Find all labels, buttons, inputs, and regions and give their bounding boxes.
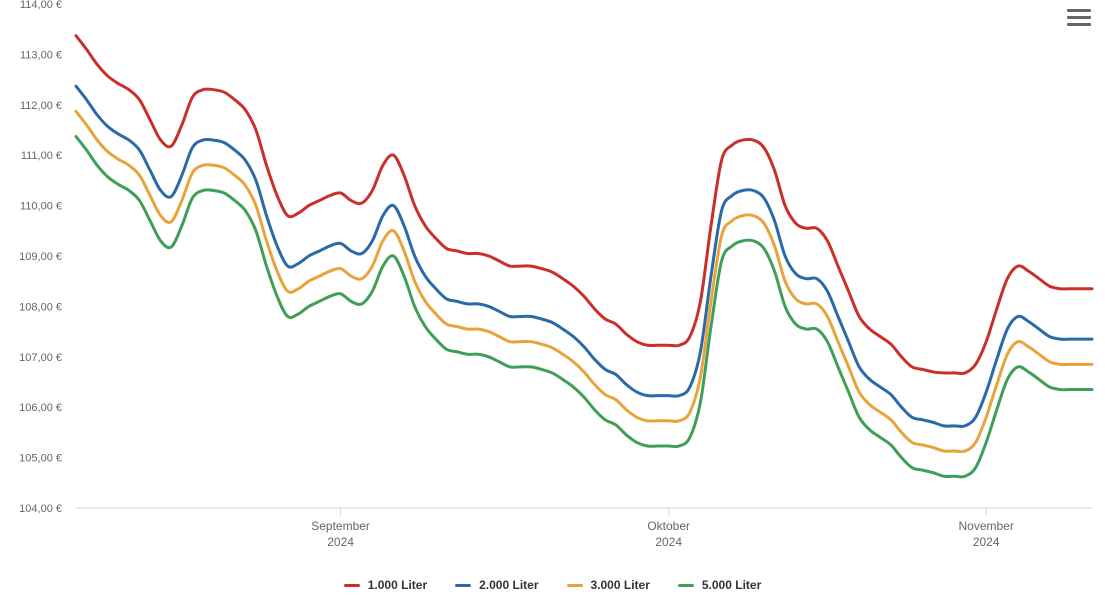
legend-item[interactable]: 1.000 Liter <box>344 578 427 592</box>
series-line[interactable] <box>76 86 1092 426</box>
chart-menu-button[interactable] <box>1067 6 1091 28</box>
y-axis-label: 114,00 € <box>20 0 62 11</box>
legend-label: 1.000 Liter <box>368 578 427 592</box>
series-line[interactable] <box>76 111 1092 451</box>
x-axis-month: Oktober <box>647 519 690 533</box>
price-chart: 104,00 € 105,00 € 106,00 € 107,00 € 108,00 €… <box>0 0 1105 602</box>
y-axis-label: 112,00 € <box>20 100 62 112</box>
legend-swatch <box>567 584 583 587</box>
y-axis-label: 104,00 € <box>19 503 62 515</box>
x-axis-year: 2024 <box>655 535 682 549</box>
x-axis-month: November <box>958 519 1013 533</box>
x-axis-year: 2024 <box>327 535 354 549</box>
y-axis-label: 108,00 € <box>19 301 62 313</box>
y-axis-label: 105,00 € <box>19 453 62 465</box>
legend-label: 5.000 Liter <box>702 578 761 592</box>
x-axis-month: September <box>311 519 370 533</box>
chart-canvas: 104,00 € 105,00 € 106,00 € 107,00 € 108,00 €… <box>0 0 1105 602</box>
y-axis-label: 110,00 € <box>20 201 62 213</box>
legend-swatch <box>344 584 360 587</box>
legend-item[interactable]: 2.000 Liter <box>455 578 538 592</box>
legend-label: 2.000 Liter <box>479 578 538 592</box>
series-line[interactable] <box>76 36 1092 374</box>
legend-swatch <box>455 584 471 587</box>
y-axis-label: 111,00 € <box>21 150 62 162</box>
legend-item[interactable]: 5.000 Liter <box>678 578 761 592</box>
legend: 1.000 Liter 2.000 Liter 3.000 Liter 5.000 L… <box>0 578 1105 592</box>
legend-label: 3.000 Liter <box>591 578 650 592</box>
legend-swatch <box>678 584 694 587</box>
hamburger-icon <box>1067 9 1091 12</box>
y-axis-label: 109,00 € <box>19 251 62 263</box>
y-axis-label: 113,00 € <box>20 49 62 61</box>
y-axis-label: 107,00 € <box>19 352 62 364</box>
x-axis-year: 2024 <box>973 535 1000 549</box>
y-axis-label: 106,00 € <box>19 402 62 414</box>
legend-item[interactable]: 3.000 Liter <box>567 578 650 592</box>
